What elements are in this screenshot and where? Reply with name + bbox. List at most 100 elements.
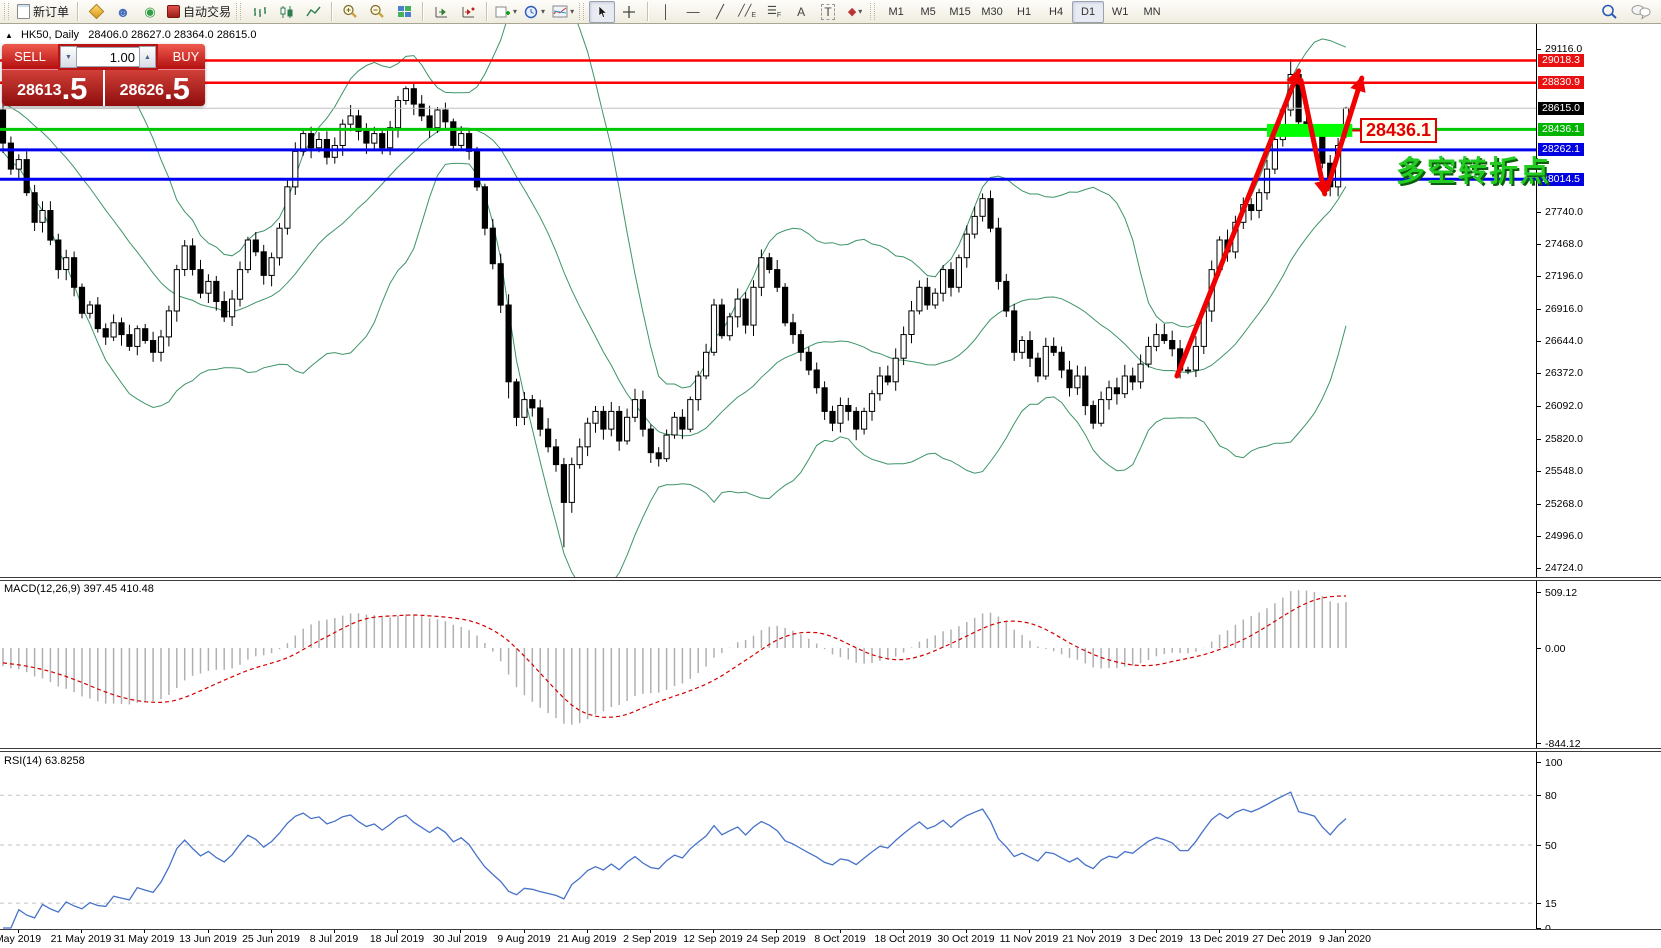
search-button[interactable]	[1596, 1, 1622, 23]
chart-shift-button[interactable]	[455, 1, 481, 23]
timeframe-M1[interactable]: M1	[888, 5, 904, 18]
candle	[876, 375, 883, 395]
timeframe-M15[interactable]: M15	[949, 5, 971, 18]
buy-button[interactable]: BUY	[158, 44, 205, 70]
candle	[718, 304, 725, 337]
macd-panel[interactable]	[0, 581, 1537, 749]
new-chart-button[interactable]: ▾	[492, 1, 520, 23]
candle	[1019, 340, 1026, 353]
candle	[418, 103, 425, 117]
date-label: 8 Oct 2019	[814, 933, 866, 945]
autotrading-button[interactable]: 自动交易	[164, 1, 234, 23]
profile-button[interactable]: ☻	[110, 1, 136, 23]
timeframe-H1[interactable]: H1	[1017, 5, 1032, 18]
sell-price-display[interactable]: 28613 .5	[2, 70, 103, 106]
timeframe-M5[interactable]: M5	[920, 5, 936, 18]
candlestick-button[interactable]	[273, 1, 299, 23]
candle	[774, 269, 781, 288]
cursor-tool-button[interactable]	[589, 0, 616, 23]
timeframe-D1[interactable]: D1	[1072, 0, 1105, 23]
indicators-button[interactable]: ▾	[549, 1, 577, 23]
rsi-panel[interactable]	[0, 753, 1537, 929]
candle	[900, 334, 907, 359]
date-label: 21 Nov 2019	[1062, 933, 1122, 945]
trend-arrow-2[interactable]	[1298, 77, 1330, 197]
chat-button[interactable]	[1628, 1, 1654, 23]
candle	[1098, 399, 1105, 424]
price-axis[interactable]: 29116.0 27740.0 27468.0 27196.0 26916.0 26644…	[1536, 24, 1661, 935]
line-chart-button[interactable]	[300, 1, 326, 23]
candle	[94, 304, 101, 330]
timeframe-M30[interactable]: M30	[981, 5, 1003, 18]
volume-increase-button[interactable]: ▲	[139, 46, 156, 68]
timeframe-W1[interactable]: W1	[1111, 5, 1129, 18]
bar-chart-button[interactable]	[246, 1, 272, 23]
date-label: 18 Jul 2019	[369, 933, 425, 945]
volume-decrease-button[interactable]: ▼	[60, 46, 77, 68]
timeframes-menu-button[interactable]: ▾	[521, 1, 548, 23]
axis-tick	[1536, 928, 1541, 929]
candle	[1011, 310, 1018, 353]
fibonacci-tool-button[interactable]: ☰F	[761, 1, 787, 23]
price-callout-28436[interactable]: 28436.1	[1360, 118, 1438, 143]
auto-scroll-button[interactable]	[428, 1, 454, 23]
volume-input[interactable]	[77, 47, 139, 67]
trend-arrow-3[interactable]	[1324, 75, 1366, 192]
arrows-icon: ◆	[847, 6, 857, 18]
price-badge-28262.1: 28262.1	[1538, 143, 1584, 156]
zoom-out-button[interactable]	[364, 1, 390, 23]
candle	[829, 410, 836, 424]
signal-button[interactable]: ◉	[137, 1, 163, 23]
timeframe-MN[interactable]: MN	[1143, 5, 1161, 18]
panel-splitter[interactable]	[0, 748, 1661, 752]
panel-splitter[interactable]	[0, 577, 1661, 581]
timeframe-H4[interactable]: H4	[1049, 5, 1064, 18]
candle	[1105, 387, 1113, 401]
bollinger-middle-band	[2, 101, 1347, 437]
tile-windows-button[interactable]	[391, 1, 417, 23]
toolbar-grip	[579, 3, 585, 20]
crosshair-tool-button[interactable]	[616, 1, 642, 23]
rsi-axis-label: 100	[1545, 757, 1563, 769]
candle	[861, 410, 868, 430]
person-icon: ☻	[115, 3, 131, 20]
equidistant-channel-icon: ╱╱E	[738, 4, 757, 20]
candle	[726, 316, 733, 337]
sell-price-fraction: .5	[61, 71, 88, 106]
candle	[189, 245, 196, 270]
candle	[39, 210, 46, 223]
horizontal-line-tool-button[interactable]: —	[680, 1, 706, 23]
sell-button[interactable]: SELL	[2, 44, 58, 70]
candle	[197, 269, 204, 294]
zoom-in-button[interactable]	[337, 1, 363, 23]
candle	[853, 410, 860, 430]
candle	[624, 416, 631, 442]
candle	[647, 428, 654, 454]
main-chart[interactable]	[0, 24, 1537, 578]
axis-border-line	[1536, 24, 1537, 930]
candle	[782, 286, 789, 324]
channel-tool-button[interactable]: ╱╱E	[734, 1, 760, 23]
vertical-line-tool-button[interactable]: │	[653, 1, 679, 23]
new-order-button[interactable]: 新订单	[14, 1, 72, 23]
trend-arrow-1[interactable]	[1174, 68, 1302, 379]
candle	[1248, 204, 1255, 212]
candle	[742, 298, 749, 326]
gold-tool-button[interactable]	[83, 1, 109, 23]
trendline-tool-button[interactable]: ╱	[707, 1, 733, 23]
candle	[600, 410, 607, 430]
rsi-axis-label: 50	[1545, 840, 1557, 852]
macd-signal-line	[2, 595, 1347, 718]
text-tool-button[interactable]: A	[788, 1, 814, 23]
candle	[1192, 345, 1200, 371]
arrows-tool-button[interactable]: ◆ ▾	[842, 1, 868, 23]
candle	[537, 407, 544, 430]
date-label: 25 Jun 2019	[242, 933, 300, 945]
buy-price-display[interactable]: 28626 .5	[104, 70, 205, 106]
label-tool-button[interactable]: T	[815, 1, 841, 23]
gold-diamond-icon	[88, 3, 104, 20]
time-tick	[524, 930, 525, 933]
candle	[924, 286, 931, 306]
dropdown-arrow-icon: ▾	[541, 7, 546, 16]
